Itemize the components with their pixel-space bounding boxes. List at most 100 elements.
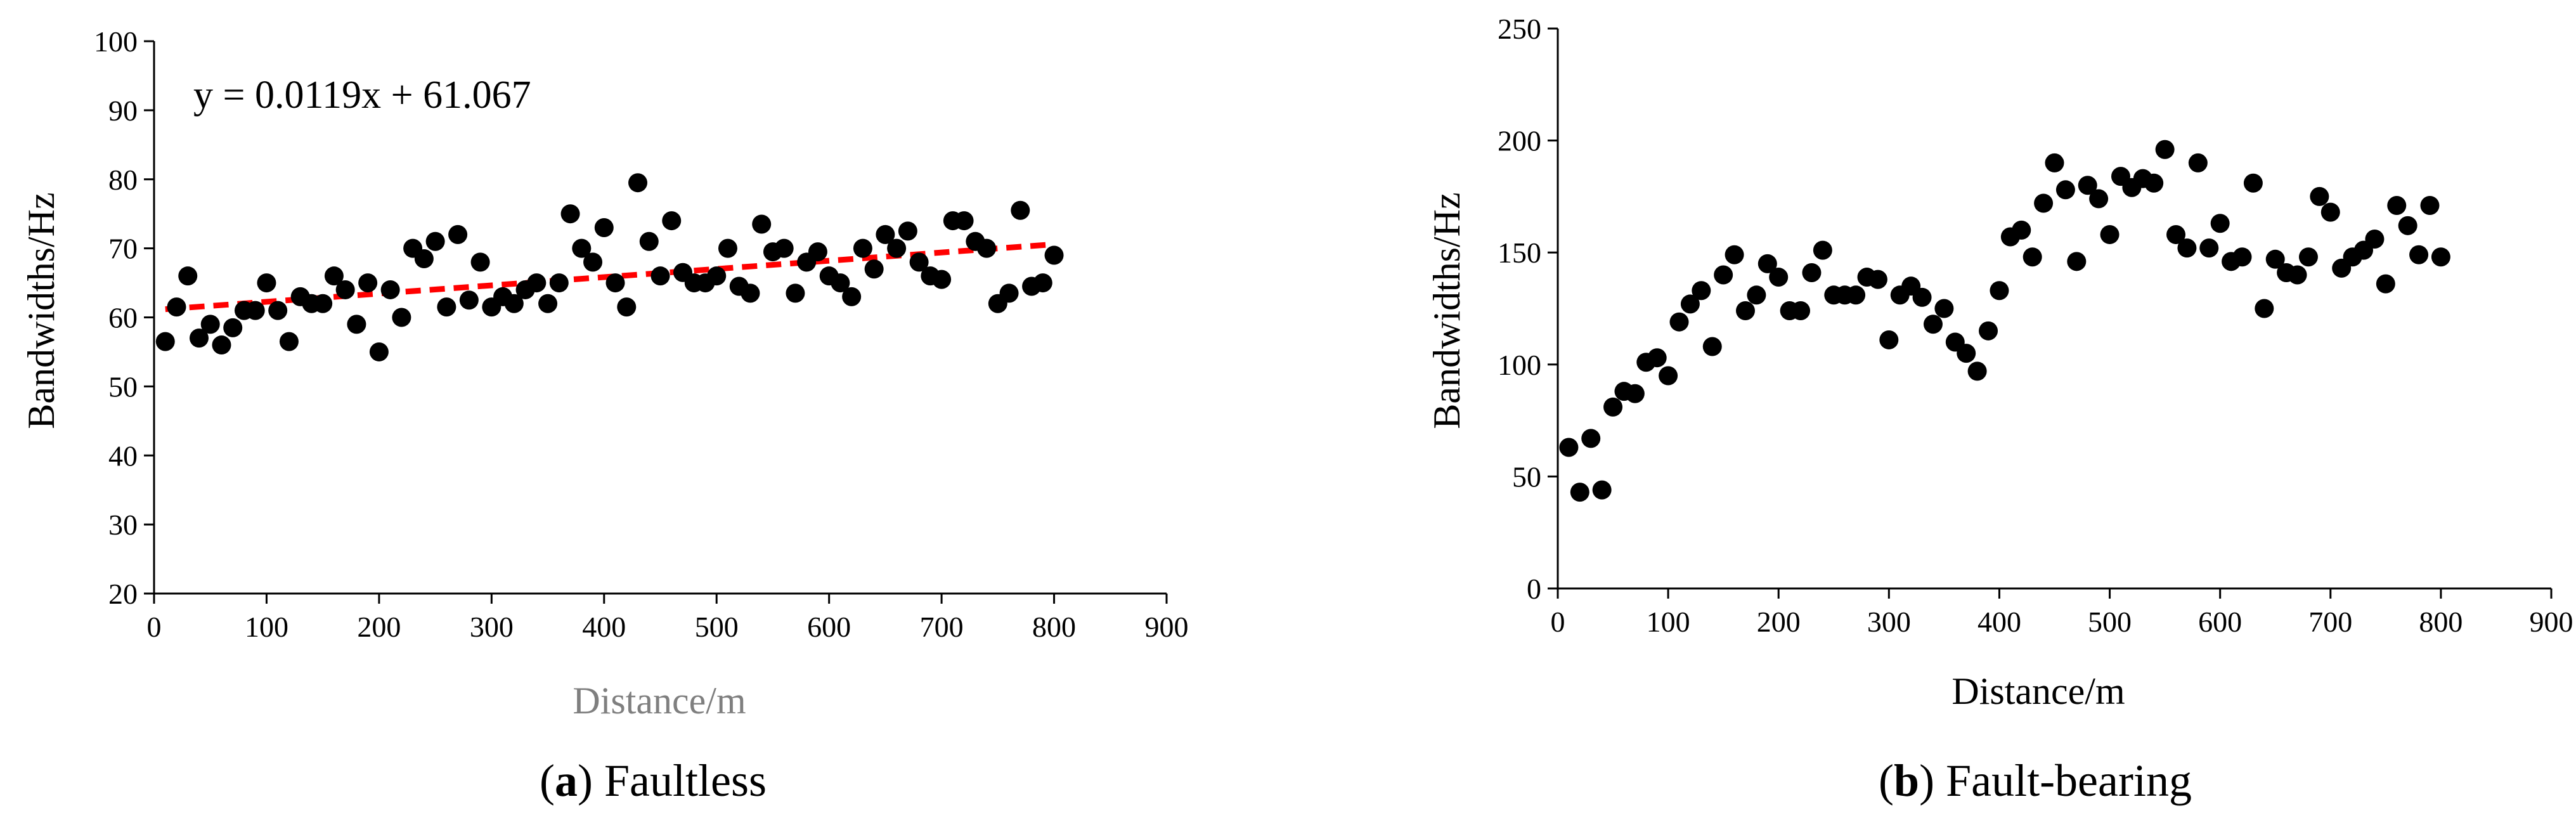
panel-b-data-point <box>1791 301 1811 321</box>
panel-a-data-point <box>786 283 805 303</box>
panel-a-data-point <box>167 297 186 317</box>
panel-b-data-point <box>1979 321 1998 341</box>
panel-b-data-point <box>2398 216 2417 235</box>
panel-a-x-tick-label: 800 <box>1032 611 1076 643</box>
panel-b-data-point <box>2365 230 2385 249</box>
panel-a-data-point <box>245 301 265 320</box>
panel-a-caption-text: Faultless <box>604 755 767 806</box>
panel-a-data-point <box>448 224 468 244</box>
panel-a-data-point <box>369 342 389 361</box>
panel-b-data-point <box>2210 214 2230 233</box>
panel-a-y-tick-label: 60 <box>108 302 138 334</box>
panel-b-data-point <box>1846 285 1866 305</box>
panel-a-data-point <box>392 308 411 327</box>
panel-b-data-point <box>1967 361 1987 381</box>
panel-a-x-tick-label: 600 <box>807 611 851 643</box>
panel-b-data-point <box>2431 247 2450 267</box>
panel-a-x-tick-label: 100 <box>245 611 288 643</box>
panel-b-data-point <box>1813 240 1832 260</box>
panel-b-y-tick-label: 150 <box>1498 237 1541 269</box>
panel-a-data-point <box>155 332 175 351</box>
panel-a-y-tick-label: 70 <box>108 233 138 265</box>
panel-b-data-point <box>2265 249 2285 269</box>
panel-b-x-tick-label: 500 <box>2088 606 2132 638</box>
panel-b-data-point <box>1990 281 2009 301</box>
panel-a-data-point <box>527 273 547 293</box>
panel-b-data-point <box>2409 245 2429 264</box>
panel-a-data-point <box>977 238 997 258</box>
panel-b-data-point <box>1923 315 1943 334</box>
panel-b-data-point <box>2310 186 2329 206</box>
panel-b-x-tick-label: 200 <box>1757 606 1801 638</box>
panel-b-data-point <box>1714 265 1733 285</box>
panel-b-data-point <box>2166 224 2186 244</box>
panel-b-data-point <box>1747 285 1766 305</box>
panel-b-x-axis-label: Distance/m <box>1951 670 2125 712</box>
panel-b-data-point <box>1769 268 1789 287</box>
panel-a-data-point <box>380 280 400 299</box>
panel-b-data-point <box>1669 312 1689 332</box>
panel-b-data-point <box>1912 287 1932 307</box>
panel-a-data-point <box>605 273 625 293</box>
panel-a-data-point <box>549 273 569 293</box>
panel-b-data-point <box>2188 153 2208 172</box>
panel-b-caption-letter: b <box>1894 755 1919 806</box>
panel-a-data-point <box>268 301 288 320</box>
panel-b-caption-text: Fault-bearing <box>1946 755 2192 806</box>
panel-b-data-point <box>2089 189 2109 209</box>
panel-a-data-point <box>999 283 1019 303</box>
panel-b-caption: (b) Fault-bearing <box>1879 755 2192 806</box>
panel-a-data-point <box>313 294 333 313</box>
panel-b-y-axis-label: Bandwidths/Hz <box>1426 192 1468 429</box>
panel-b-data-point <box>1692 281 1711 301</box>
panel-a-data-point <box>347 315 366 334</box>
panel-a-data-point <box>628 173 648 193</box>
panel-a-data-point <box>560 204 580 224</box>
panel-a-y-tick-label: 100 <box>94 25 138 58</box>
panel-a-x-tick-label: 0 <box>147 611 162 643</box>
panel-b-data-point <box>2067 252 2087 271</box>
panel-a-data-point <box>876 224 895 244</box>
panel-a-data-point <box>1033 273 1052 293</box>
panel-a-data-point <box>617 297 637 317</box>
panel-b-data-point <box>1570 483 1589 502</box>
panel-b-data-point <box>2177 238 2197 258</box>
panel-a-data-point <box>752 214 772 234</box>
panel-b-data-point <box>1680 294 1700 314</box>
panel-b-data-point <box>1879 330 1899 349</box>
panel-b-data-point <box>2012 220 2031 240</box>
panel-b-data-point <box>1957 344 1976 363</box>
panel-b-data-point <box>2045 153 2064 172</box>
panel-b-data-point <box>2055 180 2075 200</box>
panel-a-faultless: y = 0.0119x + 61.067 Bandwidths/Hz Dista… <box>20 25 1189 806</box>
panel-a-data-point <box>898 221 917 241</box>
panel-b-x-tick-label: 300 <box>1867 606 1911 638</box>
panel-b-data-point <box>2232 247 2252 267</box>
panel-a-data-point <box>741 283 760 303</box>
panel-a-data-point <box>189 328 209 348</box>
panel-b-y-tick-label: 100 <box>1498 349 1541 381</box>
panel-a-data-point <box>200 315 220 334</box>
panel-b-data-point <box>2144 173 2164 193</box>
panel-b-data-point <box>2420 196 2440 216</box>
panel-b-data-point <box>1592 480 1612 500</box>
trendline-equation: y = 0.0119x + 61.067 <box>193 74 531 117</box>
panel-b-y-tick-label: 0 <box>1527 573 1541 605</box>
panel-b-data-point <box>1702 337 1722 356</box>
panel-b-data-point <box>2298 247 2318 267</box>
panel-a-data-point <box>864 259 884 279</box>
panel-a-data-point <box>257 273 276 293</box>
panel-a-data-point <box>650 266 670 286</box>
panel-b-data-point <box>2023 247 2042 267</box>
panel-a-data-point <box>178 266 198 286</box>
panel-a-data-point <box>324 266 344 286</box>
panel-a-data-point <box>808 242 827 262</box>
panel-a-y-tick-label: 50 <box>108 370 138 403</box>
panel-b-x-tick-label: 900 <box>2530 606 2573 638</box>
panel-b-data-point <box>1559 438 1579 457</box>
panel-a-data-point <box>639 231 659 251</box>
panel-a-x-tick-label: 500 <box>695 611 739 643</box>
panel-a-data-point <box>335 280 355 299</box>
panel-a-data-point <box>707 266 727 286</box>
